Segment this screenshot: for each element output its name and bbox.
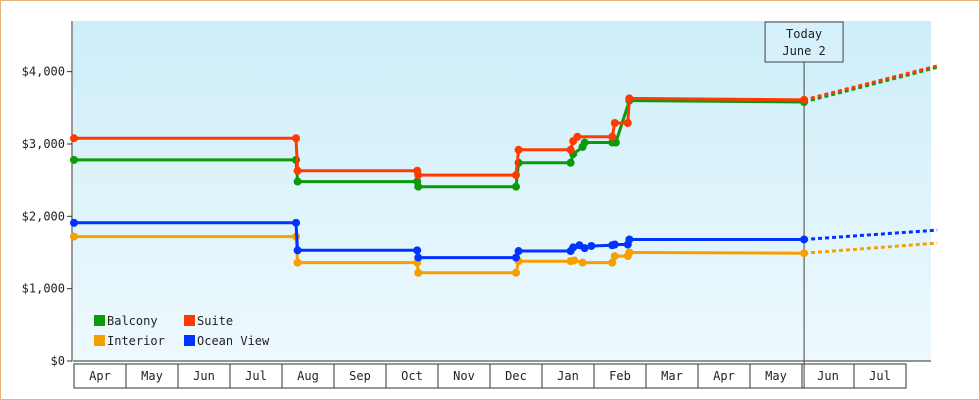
legend-swatch-balcony <box>94 315 105 326</box>
month-cell <box>749 363 803 389</box>
suite-point <box>566 145 575 154</box>
suite-point <box>512 171 520 180</box>
month-label: Jul <box>869 369 891 383</box>
month-label: May <box>765 369 787 383</box>
ocean-view-point <box>800 235 809 244</box>
month-label: Jun <box>193 369 215 383</box>
month-label: May <box>141 369 163 383</box>
month-cell <box>281 363 335 389</box>
month-label: Sep <box>349 369 371 383</box>
interior-point <box>570 256 579 265</box>
y-tick-label: $3,000 <box>22 137 65 151</box>
suite-point <box>293 166 302 175</box>
month-label: Dec <box>505 369 527 383</box>
y-tick-label: $0 <box>51 354 65 368</box>
interior-point <box>610 252 619 261</box>
month-cell <box>73 363 127 389</box>
ocean-view-point <box>512 253 520 262</box>
today-label: Today <box>786 27 822 41</box>
month-cell <box>593 363 647 389</box>
month-label: Jun <box>817 369 839 383</box>
interior-point <box>70 232 78 241</box>
ocean-view-point <box>587 241 596 250</box>
legend-label-suite: Suite <box>197 314 233 328</box>
balcony-point <box>512 182 520 191</box>
ocean-view-point <box>70 218 78 227</box>
balcony-point <box>580 138 589 147</box>
month-cell <box>853 363 907 389</box>
balcony-point <box>566 158 575 167</box>
legend-swatch-interior <box>94 335 105 346</box>
interior-point <box>512 268 520 277</box>
y-tick-label: $1,000 <box>22 282 65 296</box>
month-cell <box>333 363 387 389</box>
month-cell <box>229 363 283 389</box>
ocean-view-point <box>580 244 589 253</box>
ocean-view-projection <box>803 228 938 241</box>
suite-point <box>514 145 523 154</box>
y-axis: $0 $1,000 $2,000 $3,000 $4,000 <box>22 21 73 368</box>
legend-swatch-suite <box>184 315 195 326</box>
ocean-view-point <box>610 240 619 249</box>
ocean-view-point <box>625 235 634 244</box>
suite-point <box>623 119 632 127</box>
today-box <box>764 21 844 63</box>
interior-point <box>293 258 302 267</box>
legend-label-balcony: Balcony <box>107 314 158 328</box>
x-axis: Apr May Jun Jul Aug Sep Oct Nov Dec Jan Feb Mar Apr M… <box>73 360 931 389</box>
month-label: Nov <box>453 369 475 383</box>
month-label: Apr <box>89 369 111 383</box>
interior-point <box>625 248 634 257</box>
today-date: June 2 <box>782 44 825 58</box>
suite-point <box>573 132 582 141</box>
y-tick-label: $4,000 <box>22 65 65 79</box>
legend-label-interior: Interior <box>107 334 165 348</box>
series-lines <box>70 64 938 277</box>
month-cell <box>177 363 231 389</box>
month-cell <box>489 363 543 389</box>
month-label: Oct <box>401 369 423 383</box>
suite-point <box>70 134 78 143</box>
interior-point <box>414 268 423 277</box>
ocean-view-point <box>413 246 422 255</box>
month-label: Jul <box>245 369 267 383</box>
balcony-point <box>293 177 302 186</box>
ocean-view-point <box>569 243 578 252</box>
suite-projection <box>803 64 938 102</box>
balcony-point <box>611 138 620 147</box>
interior-point <box>800 249 809 258</box>
month-cell <box>125 363 179 389</box>
month-label: Mar <box>661 369 683 383</box>
balcony-point <box>414 182 423 191</box>
month-label: Feb <box>609 369 631 383</box>
month-label: Jan <box>557 369 579 383</box>
legend: Balcony Suite Interior Ocean View <box>94 314 270 348</box>
interior-point <box>608 258 617 267</box>
legend-swatch-ocean-view <box>184 335 195 346</box>
ocean-view-point <box>292 218 301 227</box>
month-label: Aug <box>297 369 319 383</box>
y-tick-label: $2,000 <box>22 209 65 223</box>
suite-point <box>292 134 301 143</box>
ocean-view-point <box>514 247 523 256</box>
plot-background <box>73 21 931 361</box>
suite-point <box>608 132 617 141</box>
today-marker: Today June 2 <box>764 21 844 388</box>
interior-projection <box>803 241 938 255</box>
interior-point <box>578 258 587 267</box>
suite-point <box>800 95 809 104</box>
suite-point <box>414 171 423 180</box>
suite-point <box>625 94 634 103</box>
legend-label-ocean-view: Ocean View <box>197 334 270 348</box>
month-label: Apr <box>713 369 735 383</box>
ocean-view-point <box>414 253 423 262</box>
ocean-view-point <box>293 246 302 255</box>
suite-point <box>610 119 619 127</box>
month-cell <box>697 363 751 389</box>
balcony-point <box>70 155 78 164</box>
